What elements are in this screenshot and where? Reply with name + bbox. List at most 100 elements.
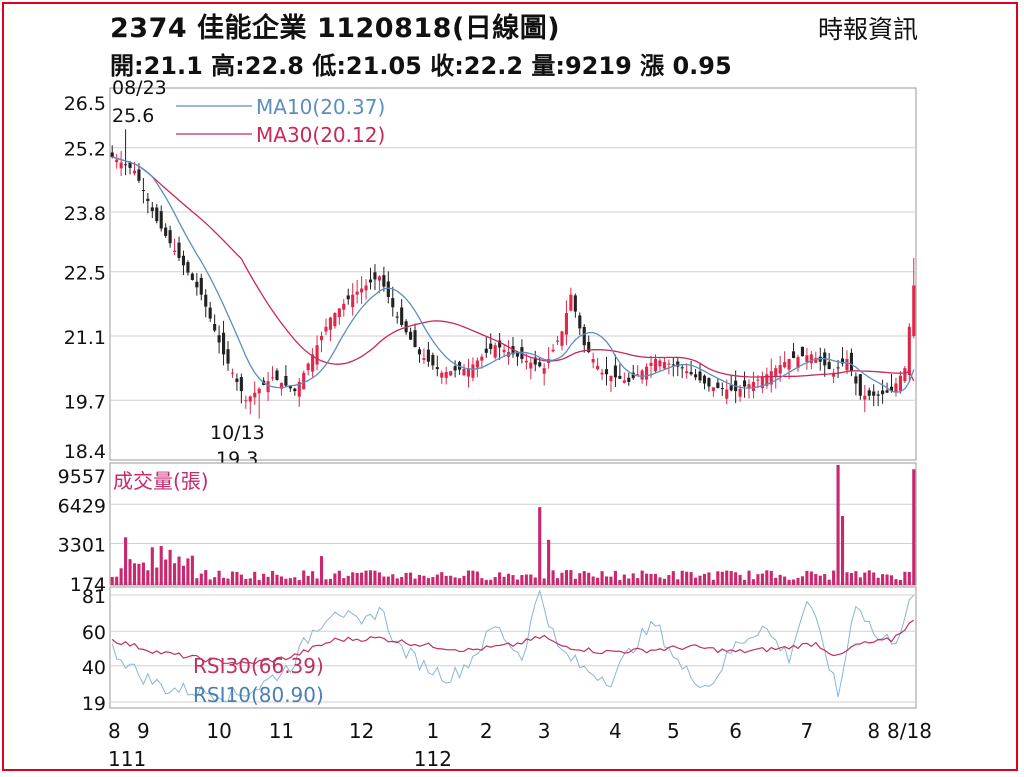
- candle-body: [155, 207, 159, 222]
- candle-body: [738, 388, 742, 397]
- volume-bar: [609, 576, 613, 585]
- volume-bar: [431, 577, 435, 585]
- candle-body: [832, 372, 836, 377]
- volume-bar: [587, 572, 591, 585]
- volume-bar: [213, 577, 217, 585]
- volume-bar: [725, 570, 729, 585]
- volume-bar: [449, 575, 453, 585]
- candle-body: [395, 316, 399, 318]
- rsi30-line: [111, 619, 915, 665]
- rsi-panel: 81 60 40 19 RSI30(66.39) RSI10(80.90): [82, 586, 917, 715]
- candle-body: [199, 277, 203, 295]
- volume-bar: [395, 578, 399, 585]
- candle-body: [845, 358, 849, 371]
- candle-body: [351, 294, 355, 308]
- volume-bar: [409, 572, 413, 585]
- candle-body: [386, 281, 390, 297]
- volume-bar: [742, 579, 747, 585]
- candle-body: [239, 377, 243, 392]
- volume-bar: [351, 572, 355, 585]
- volume-bar: [462, 575, 466, 585]
- volume-bar: [444, 575, 448, 585]
- candle-body: [489, 343, 493, 350]
- legend-entry: MA30(20.12): [256, 123, 385, 147]
- chart-title: 2374 佳能企業 1120818(日線圖): [110, 13, 561, 44]
- candle-body: [698, 371, 702, 381]
- volume-bar: [515, 579, 520, 585]
- candle-body: [604, 369, 609, 375]
- candle-body: [600, 372, 604, 375]
- candle-body: [520, 347, 524, 359]
- volume-bar: [119, 568, 123, 585]
- volume-bar: [311, 571, 315, 585]
- candle-body: [409, 331, 413, 340]
- volume-bar: [814, 574, 818, 585]
- candle-body: [640, 370, 644, 380]
- volume-bar: [453, 577, 457, 585]
- ma10-line: [112, 156, 915, 393]
- volume-bar: [186, 558, 190, 585]
- candle-body: [694, 374, 698, 378]
- volume-bar: [328, 578, 332, 585]
- candle-body: [729, 385, 733, 391]
- candle-body: [502, 349, 506, 353]
- candle-body: [854, 376, 858, 384]
- volume-bar: [248, 578, 252, 585]
- candle-body: [894, 383, 898, 392]
- candle-body: [653, 358, 658, 372]
- rsi-tick-label: 60: [82, 622, 106, 644]
- volume-bar: [337, 570, 341, 585]
- ma30-line: [112, 156, 915, 382]
- volume-bar: [823, 574, 827, 585]
- candle-body: [484, 348, 488, 353]
- candle-body: [498, 340, 502, 348]
- volume-plot-area: [109, 462, 917, 586]
- volume-bar: [435, 574, 439, 585]
- volume-bar: [364, 570, 368, 585]
- candle-body: [685, 371, 689, 374]
- candle-body: [146, 198, 150, 201]
- candle-body: [391, 298, 395, 308]
- volume-bar: [422, 575, 426, 585]
- low-date-label: 10/13: [210, 422, 265, 444]
- volume-bar: [542, 578, 546, 585]
- candle-body: [742, 380, 747, 387]
- candle-body: [609, 375, 613, 382]
- candle-body: [533, 357, 537, 365]
- volume-bar: [146, 570, 150, 585]
- candle-body: [400, 307, 404, 325]
- volume-bar: [168, 549, 172, 585]
- volume-bar: [627, 578, 631, 585]
- volume-bar: [729, 571, 733, 585]
- volume-bar: [560, 572, 564, 585]
- candle-body: [662, 362, 666, 369]
- candle-body: [671, 364, 675, 366]
- volume-bar: [538, 507, 542, 585]
- volume-bar: [391, 574, 395, 585]
- candle-body: [769, 371, 773, 385]
- volume-bar: [872, 572, 876, 585]
- x-tick-label: 9: [137, 719, 150, 743]
- volume-bar: [827, 579, 831, 585]
- candle-body: [417, 349, 422, 355]
- volume-bar: [747, 570, 751, 585]
- x-tick-label: 2: [480, 719, 493, 743]
- candle-body: [284, 376, 288, 386]
- volume-bar: [596, 577, 600, 585]
- candle-body: [306, 363, 310, 371]
- volume-bar: [738, 574, 742, 585]
- volume-bar: [551, 570, 555, 585]
- candle-body: [466, 368, 471, 377]
- price-tick-label: 25.2: [64, 139, 106, 161]
- candle-body: [667, 363, 671, 365]
- candle-body: [346, 295, 350, 300]
- candle-body: [235, 378, 239, 382]
- candle-body: [257, 388, 261, 394]
- candle-body: [266, 381, 270, 393]
- candle-body: [150, 207, 154, 212]
- candle-body: [426, 349, 430, 362]
- volume-bar: [622, 574, 626, 585]
- rsi10-line: [111, 589, 915, 702]
- candle-body: [297, 381, 301, 397]
